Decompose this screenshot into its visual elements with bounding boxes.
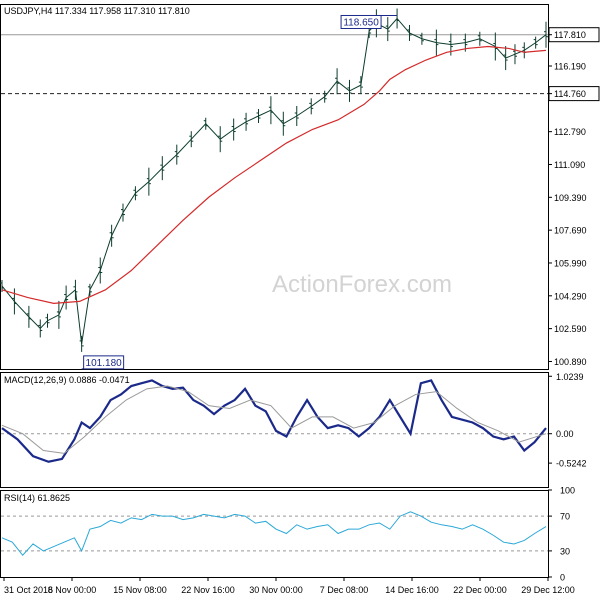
rsi-ytick-0: 100 [560, 486, 575, 496]
price-annotation-box-0 [340, 14, 382, 29]
price-ytick-0: 117.810 [554, 30, 586, 40]
price-panel-title: USDJPY,H4 117.334 117.958 117.310 117.81… [4, 6, 190, 16]
macd-ytick-0: 1.0239 [556, 372, 584, 382]
price-ytick-2: 114.760 [554, 89, 586, 99]
xtick-4: 30 Nov 00:00 [249, 585, 303, 595]
price-annotation-box-1 [83, 355, 125, 370]
macd-ytick-2: -0.5242 [556, 459, 587, 469]
rsi-ytick-3: 0 [560, 573, 565, 583]
price-annotation-0: 118.650 [343, 17, 379, 28]
price-annotation-1: 101.180 [86, 358, 123, 369]
price-ytick-8: 104.290 [554, 291, 587, 301]
price-ytick-3: 112.790 [554, 127, 586, 137]
xtick-5: 7 Dec 08:00 [320, 585, 369, 595]
price-ytick-9: 102.590 [554, 324, 587, 334]
xtick-0: 31 Oct 2016 [4, 585, 53, 595]
macd-ytick-1: 0.00 [556, 429, 574, 439]
macd-panel-frame [0, 372, 549, 488]
price-ytick-1: 116.190 [554, 61, 586, 71]
price-ytick-4: 111.090 [554, 160, 585, 170]
moving-average-line [1, 45, 547, 304]
price-ytick-6: 107.690 [554, 226, 587, 236]
xtick-6: 14 Dec 16:00 [385, 585, 439, 595]
macd-panel-title: MACD(12,26,9) 0.0886 -0.0471 [4, 375, 130, 385]
xtick-8: 29 Dec 12:00 [521, 585, 575, 595]
xtick-7: 22 Dec 00:00 [453, 585, 507, 595]
rsi-line [1, 511, 547, 557]
price-panel-frame [0, 4, 549, 370]
price-ytick-10: 100.890 [554, 357, 587, 367]
xtick-1: 8 Nov 00:00 [48, 585, 97, 595]
xtick-2: 15 Nov 08:00 [113, 585, 167, 595]
macd-signal-line [1, 385, 547, 454]
price-ohlc-trace [1, 17, 547, 344]
rsi-panel-title: RSI(14) 61.8625 [4, 493, 70, 503]
xtick-3: 22 Nov 16:00 [181, 585, 235, 595]
watermark: ActionForex.com [272, 271, 452, 298]
macd-line [1, 379, 547, 463]
rsi-ytick-1: 70 [560, 512, 570, 522]
price-ytick-7: 105.990 [554, 258, 587, 268]
rsi-panel-frame [0, 490, 549, 578]
rsi-ytick-2: 30 [560, 546, 570, 556]
price-ytick-5: 109.390 [554, 193, 587, 203]
